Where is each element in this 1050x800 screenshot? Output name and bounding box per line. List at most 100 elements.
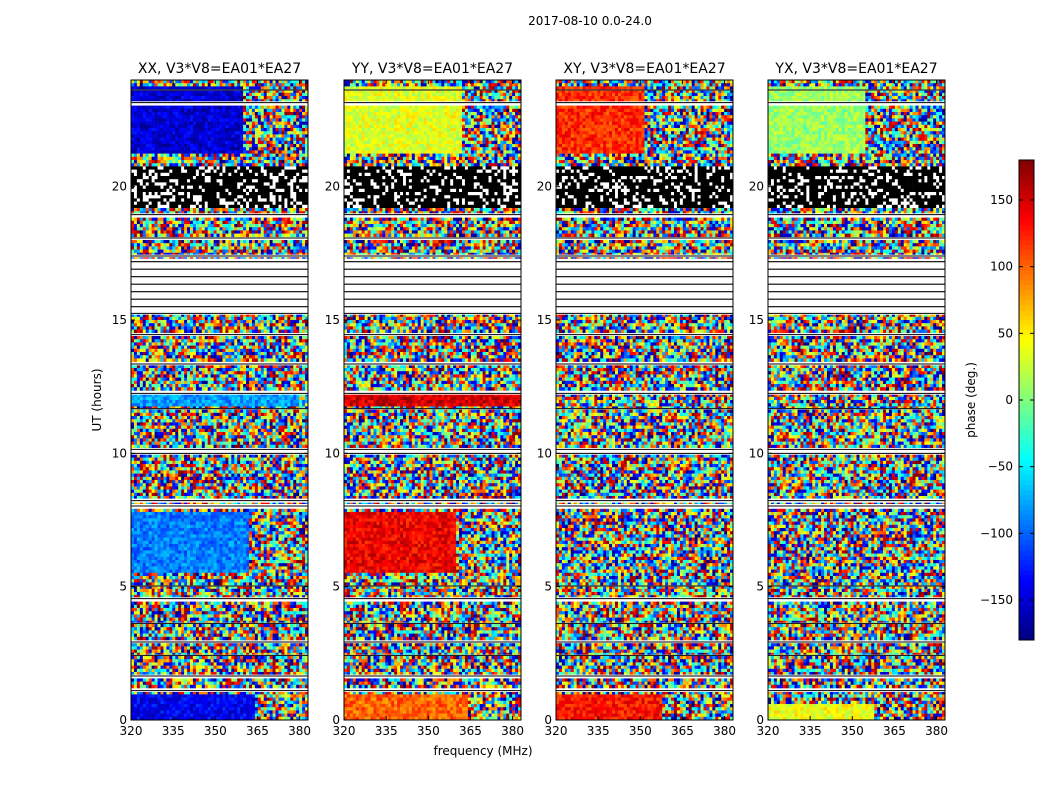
panel-4: YX, V3*V8=EA01*EA27 320 335 350 365 380 0 5 10 15…: [749, 61, 948, 738]
colorbar-segment: [1019, 425, 1034, 431]
x-tick-label: 320: [333, 724, 356, 738]
colorbar-segment: [1019, 560, 1034, 566]
colorbar-segment: [1019, 635, 1034, 641]
colorbar-segment: [1019, 190, 1034, 196]
colorbar-segment: [1019, 395, 1034, 401]
colorbar-segment: [1019, 325, 1034, 331]
panel-1: XX, V3*V8=EA01*EA27 320 335 350 365 380 0 5 10 15…: [112, 61, 311, 738]
colorbar-segment: [1019, 530, 1034, 536]
figure-suptitle: 2017-08-10 0.0-24.0: [0, 14, 1050, 28]
colorbar-segment: [1019, 205, 1034, 211]
x-tick-label: 320: [120, 724, 143, 738]
panel-2: YY, V3*V8=EA01*EA27 320 335 350 365 380 0 5 10 15…: [325, 61, 524, 738]
colorbar-segment: [1019, 580, 1034, 586]
y-tick-label: 15: [749, 313, 764, 327]
y-tick-label: 10: [749, 446, 764, 460]
colorbar-segment: [1019, 550, 1034, 556]
x-tick-label: 365: [246, 724, 269, 738]
phase-waterfall-1: [131, 80, 308, 720]
colorbar-segment: [1019, 620, 1034, 626]
colorbar-segment: [1019, 355, 1034, 361]
colorbar-segment: [1019, 330, 1034, 336]
colorbar-segment: [1019, 545, 1034, 551]
y-tick-label: 5: [756, 580, 764, 594]
panel-title: YX, V3*V8=EA01*EA27: [774, 61, 937, 77]
y-tick-label: 20: [325, 180, 340, 194]
colorbar-segment: [1019, 315, 1034, 321]
colorbar-segment: [1019, 180, 1034, 186]
colorbar-segment: [1019, 250, 1034, 256]
colorbar-segment: [1019, 210, 1034, 216]
y-tick-label: 10: [325, 446, 340, 460]
colorbar: −150 −100 −50 0 50 100 150 phase (deg.): [964, 159, 1035, 641]
x-tick-label: 380: [501, 724, 524, 738]
colorbar-segment: [1019, 540, 1034, 546]
y-tick-label: 0: [544, 713, 552, 727]
colorbar-segment: [1019, 165, 1034, 171]
phase-waterfall-4: [768, 80, 945, 720]
colorbar-segment: [1019, 470, 1034, 476]
x-tick-label: 365: [883, 724, 906, 738]
panel-title: XX, V3*V8=EA01*EA27: [138, 61, 301, 77]
colorbar-segment: [1019, 460, 1034, 466]
y-tick-label: 0: [332, 713, 340, 727]
colorbar-segment: [1019, 600, 1034, 606]
y-tick-label: 5: [119, 580, 127, 594]
x-tick-label: 320: [757, 724, 780, 738]
colorbar-segment: [1019, 310, 1034, 316]
colorbar-segment: [1019, 510, 1034, 516]
colorbar-segment: [1019, 525, 1034, 531]
colorbar-label: phase (deg.): [964, 362, 978, 438]
y-tick-label: 20: [749, 180, 764, 194]
colorbar-segment: [1019, 565, 1034, 571]
colorbar-segment: [1019, 240, 1034, 246]
colorbar-segment: [1019, 605, 1034, 611]
colorbar-segment: [1019, 230, 1034, 236]
colorbar-segment: [1019, 430, 1034, 436]
colorbar-segment: [1019, 475, 1034, 481]
x-tick-label: 350: [629, 724, 652, 738]
x-axis-label: frequency (MHz): [433, 744, 532, 758]
y-tick-label: 20: [537, 180, 552, 194]
x-tick-label: 380: [713, 724, 736, 738]
colorbar-segment: [1019, 445, 1034, 451]
phase-waterfall-3: [556, 80, 733, 720]
colorbar-segment: [1019, 215, 1034, 221]
colorbar-tick-label: −50: [988, 460, 1013, 474]
x-tick-label: 335: [799, 724, 822, 738]
colorbar-segment: [1019, 270, 1034, 276]
colorbar-segment: [1019, 285, 1034, 291]
colorbar-segment: [1019, 265, 1034, 271]
colorbar-segment: [1019, 280, 1034, 286]
colorbar-segment: [1019, 225, 1034, 231]
colorbar-segment: [1019, 160, 1034, 166]
colorbar-segment: [1019, 360, 1034, 366]
colorbar-segment: [1019, 630, 1034, 636]
colorbar-tick-label: 50: [998, 326, 1013, 340]
colorbar-segment: [1019, 390, 1034, 396]
colorbar-segment: [1019, 490, 1034, 496]
y-tick-label: 15: [112, 313, 127, 327]
y-tick-label: 10: [537, 446, 552, 460]
colorbar-segment: [1019, 350, 1034, 356]
colorbar-segment: [1019, 615, 1034, 621]
colorbar-segment: [1019, 320, 1034, 326]
x-tick-label: 350: [841, 724, 864, 738]
x-tick-label: 365: [459, 724, 482, 738]
colorbar-segment: [1019, 450, 1034, 456]
colorbar-segment: [1019, 480, 1034, 486]
colorbar-segment: [1019, 345, 1034, 351]
y-tick-label: 15: [537, 313, 552, 327]
colorbar-segment: [1019, 255, 1034, 261]
colorbar-segment: [1019, 410, 1034, 416]
colorbar-segment: [1019, 585, 1034, 591]
colorbar-segment: [1019, 455, 1034, 461]
colorbar-segment: [1019, 365, 1034, 371]
colorbar-tick-label: 150: [990, 193, 1013, 207]
y-tick-label: 5: [332, 580, 340, 594]
colorbar-segment: [1019, 185, 1034, 191]
colorbar-segment: [1019, 305, 1034, 311]
colorbar-segment: [1019, 465, 1034, 471]
colorbar-segment: [1019, 335, 1034, 341]
x-tick-label: 350: [417, 724, 440, 738]
